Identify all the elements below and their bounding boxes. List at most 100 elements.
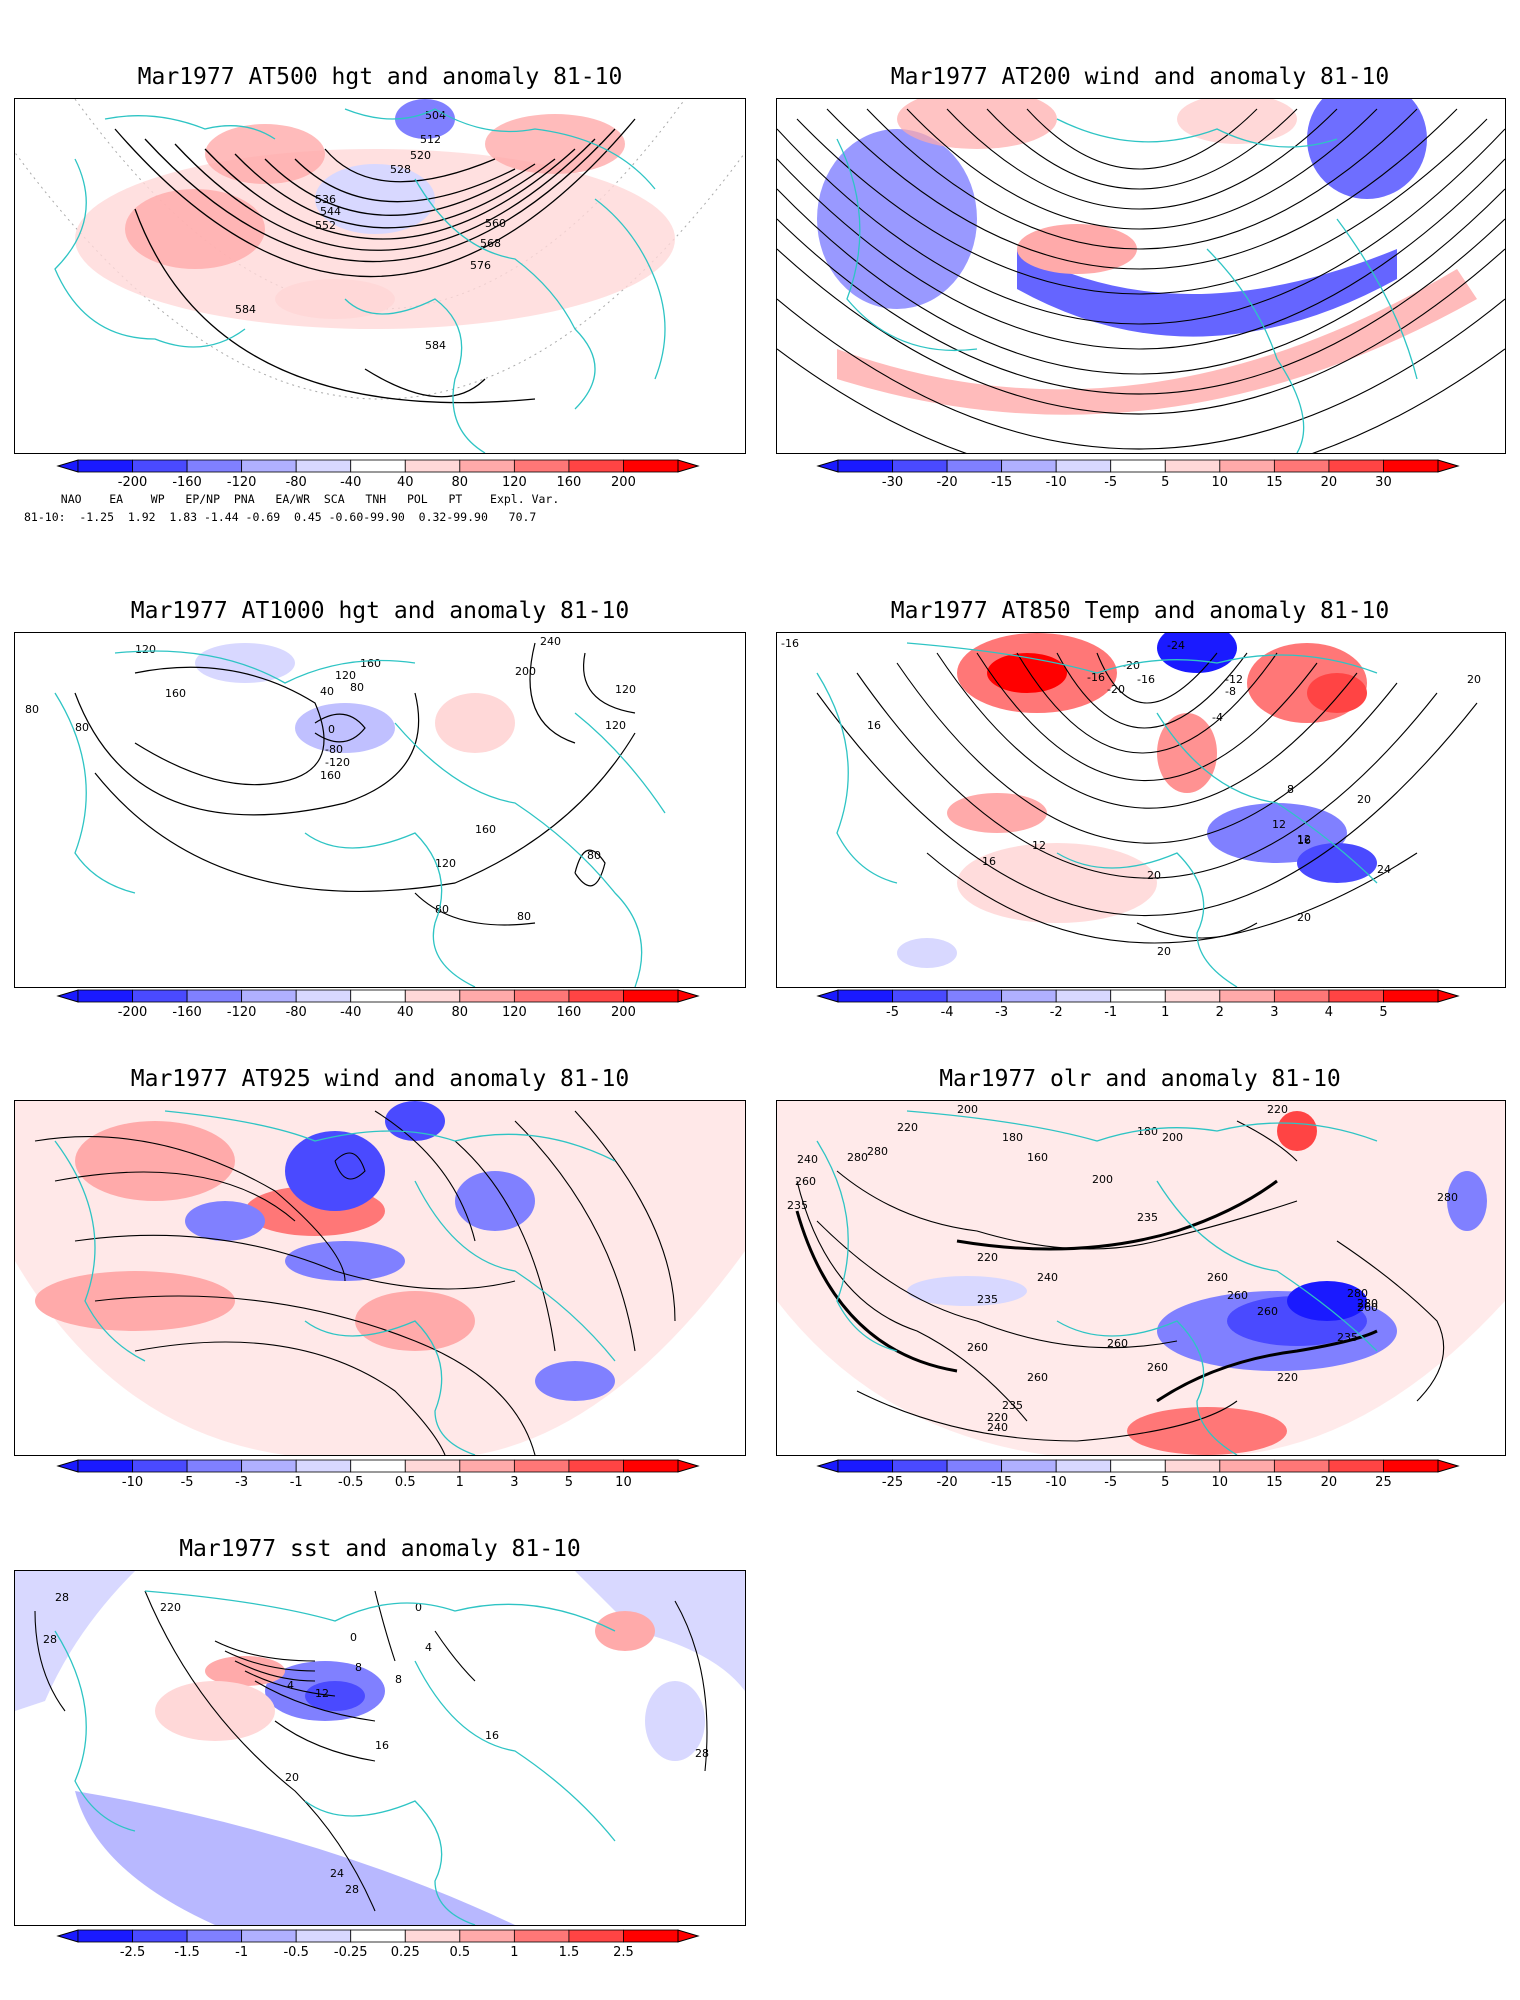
colorbar-tick-label: -5 <box>181 1475 194 1490</box>
svg-text:235: 235 <box>1137 1211 1158 1224</box>
colorbar-tick-label: 1.5 <box>559 1945 580 1960</box>
colorbar-segment <box>1164 459 1221 473</box>
svg-text:20: 20 <box>1147 869 1161 882</box>
colorbar-tick-label: 10 <box>1212 1475 1229 1490</box>
colorbar-segment <box>1055 989 1112 1003</box>
svg-text:80: 80 <box>25 703 39 716</box>
colorbar-segment <box>459 1929 515 1943</box>
svg-text:-16: -16 <box>1087 671 1105 684</box>
svg-text:160: 160 <box>475 823 496 836</box>
colorbar-segment <box>77 459 133 473</box>
colorbar-tick-label: -160 <box>172 1005 202 1020</box>
colorbar-tick-label: 3 <box>1270 1005 1278 1020</box>
svg-text:528: 528 <box>390 163 411 176</box>
colorbar-tick-label: 10 <box>1212 475 1229 490</box>
colorbar-tick-label: 1 <box>1161 1005 1169 1020</box>
colorbar-500hgt: -200 -160 -120 -80 -40 40 80 120 160 200 <box>56 459 700 490</box>
colorbar-segment <box>295 1459 352 1473</box>
colorbar-segment <box>404 1929 461 1943</box>
colorbar-segment <box>77 1459 133 1473</box>
svg-text:235: 235 <box>1002 1399 1023 1412</box>
colorbar-arrow-left <box>56 459 79 473</box>
colorbar-tick-label: -2 <box>1050 1005 1063 1020</box>
colorbar-tick-label: 5 <box>1379 1005 1387 1020</box>
colorbar-arrow-right <box>1437 989 1460 1003</box>
svg-text:16: 16 <box>485 1729 499 1742</box>
colorbar-segment <box>241 459 297 473</box>
colorbar-tick-label: -15 <box>991 475 1012 490</box>
panel-sst: Mar1977 sst and anomaly 81-10 <box>0 1480 760 2000</box>
svg-text:12: 12 <box>315 1687 329 1700</box>
colorbar-tick-label: 15 <box>1266 1475 1283 1490</box>
colorbar-tick-label: 40 <box>397 475 414 490</box>
panel-title: Mar1977 AT500 hgt and anomaly 81-10 <box>137 64 623 90</box>
svg-text:504: 504 <box>425 109 446 122</box>
colorbar-tick-label: 120 <box>502 1005 527 1020</box>
svg-text:-12: -12 <box>1225 673 1243 686</box>
colorbar-svg: -5 -4 -3 -2 -1 1 2 3 4 5 <box>816 989 1460 1020</box>
colorbar-tick-label: 160 <box>556 1005 581 1020</box>
svg-text:0: 0 <box>328 723 335 736</box>
svg-text:16: 16 <box>982 855 996 868</box>
svg-text:260: 260 <box>1357 1301 1378 1314</box>
svg-text:240: 240 <box>797 1153 818 1166</box>
colorbar-tick-label: -0.5 <box>338 1475 363 1490</box>
colorbar-arrow-left <box>56 1459 79 1473</box>
colorbar-segment <box>1110 1459 1166 1473</box>
svg-text:-16: -16 <box>1137 673 1155 686</box>
colorbar-olr: -25 -20 -15 -10 -5 5 10 15 20 25 <box>816 1459 1460 1490</box>
svg-text:8: 8 <box>395 1673 402 1686</box>
colorbar-segment <box>568 1929 624 1943</box>
colorbar-tick-label: 15 <box>1266 475 1283 490</box>
colorbar-segment <box>1328 459 1384 473</box>
svg-text:220: 220 <box>987 1411 1008 1424</box>
svg-text:220: 220 <box>160 1601 181 1614</box>
colorbar-segment <box>404 459 461 473</box>
colorbar-segment <box>623 459 679 473</box>
colorbar-segment <box>1110 459 1166 473</box>
svg-text:544: 544 <box>320 205 341 218</box>
colorbar-tick-label: -10 <box>1046 475 1067 490</box>
colorbar-tick-label: -2.5 <box>120 1945 145 1960</box>
svg-text:80: 80 <box>587 849 601 862</box>
colorbar-svg: -2.5 -1.5 -1 -0.5 -0.25 0.25 0.5 1 1.5 2.5 <box>56 1929 700 1960</box>
colorbar-tick-label: 0.5 <box>449 1945 470 1960</box>
map-1000hgt: 120 160 40 80 120 160 0 -80 -120 160 240 200 120… <box>14 632 746 988</box>
svg-text:160: 160 <box>1027 1151 1048 1164</box>
colorbar-svg: -200 -160 -120 -80 -40 40 80 120 160 200 <box>56 459 700 490</box>
svg-text:120: 120 <box>435 857 456 870</box>
colorbar-tick-label: 1 <box>456 1475 464 1490</box>
svg-text:16: 16 <box>375 1739 389 1752</box>
colorbar-925wind: -10 -5 -3 -1 -0.5 0.5 1 3 5 10 <box>56 1459 700 1490</box>
svg-text:8: 8 <box>1287 783 1294 796</box>
colorbar-tick-label: 0.25 <box>391 1945 420 1960</box>
colorbar-tick-label: 20 <box>1321 1475 1338 1490</box>
colorbar-segment <box>1383 989 1439 1003</box>
colorbar-svg: -10 -5 -3 -1 -0.5 0.5 1 3 5 10 <box>56 1459 700 1490</box>
colorbar-segment <box>513 1929 570 1943</box>
colorbar-arrow-right <box>677 459 700 473</box>
colorbar-segment <box>1383 459 1439 473</box>
colorbar-segment <box>837 459 893 473</box>
colorbar-segment <box>241 1459 297 1473</box>
panel-1000hgt: Mar1977 AT1000 hgt and anomaly 81-10 120… <box>0 540 760 1020</box>
colorbar-tick-label: -20 <box>936 475 957 490</box>
svg-text:28: 28 <box>55 1591 69 1604</box>
colorbar-tick-label: -25 <box>882 1475 903 1490</box>
svg-text:560: 560 <box>485 217 506 230</box>
svg-text:520: 520 <box>410 149 431 162</box>
colorbar-1000hgt: -200 -160 -120 -80 -40 40 80 120 160 200 <box>56 989 700 1020</box>
colorbar-segment <box>623 1929 679 1943</box>
svg-text:-120: -120 <box>325 756 350 769</box>
colorbar-segment <box>1001 459 1057 473</box>
svg-text:240: 240 <box>987 1421 1008 1434</box>
panel-title: Mar1977 AT850 Temp and anomaly 81-10 <box>890 598 1390 624</box>
svg-text:120: 120 <box>335 669 356 682</box>
colorbar-arrow-right <box>677 1459 700 1473</box>
colorbar-tick-label: 30 <box>1375 475 1392 490</box>
colorbar-svg: -200 -160 -120 -80 -40 40 80 120 160 200 <box>56 989 700 1020</box>
colorbar-segment <box>186 459 243 473</box>
colorbar-segment <box>350 459 406 473</box>
colorbar-tick-label: -1 <box>290 1475 303 1490</box>
